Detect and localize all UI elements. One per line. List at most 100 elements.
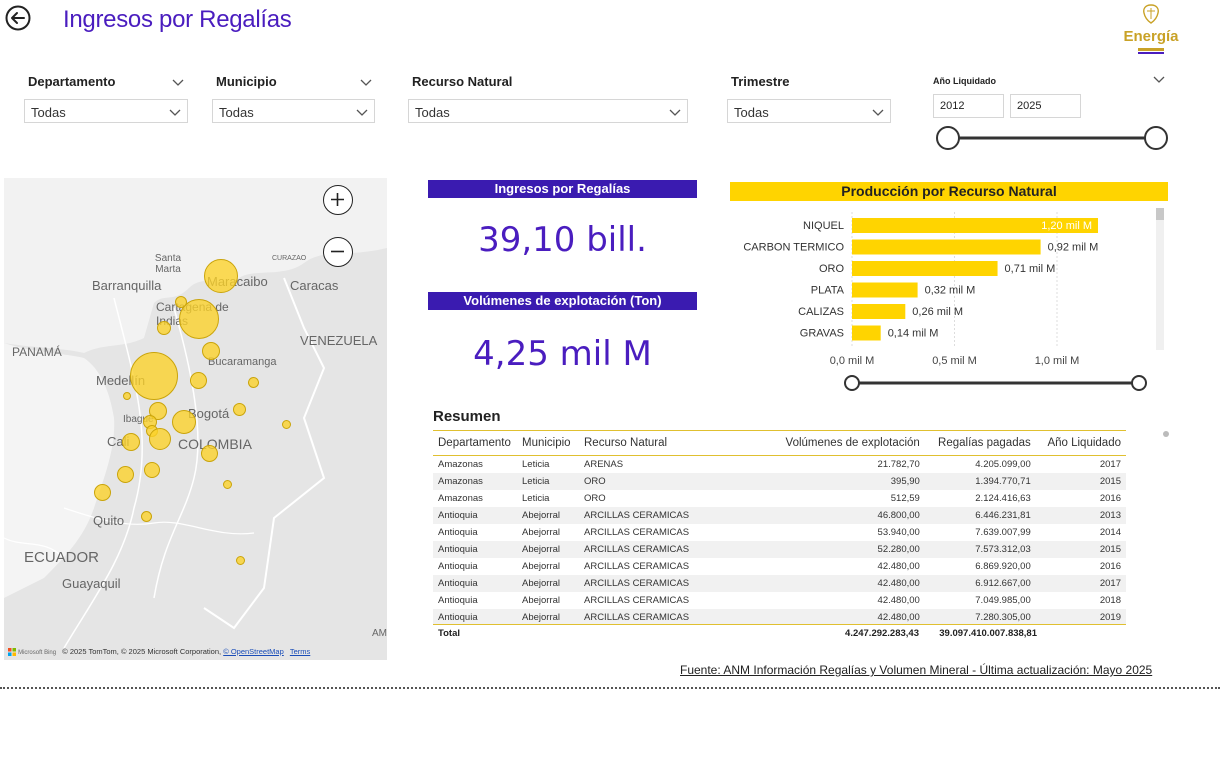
map-bubble[interactable] xyxy=(149,428,171,450)
year-range-slider[interactable] xyxy=(934,124,1170,152)
chart-bar[interactable] xyxy=(852,239,1041,255)
map-bubble[interactable] xyxy=(144,462,160,478)
column-header[interactable]: Volúmenes de explotación xyxy=(769,431,925,456)
slider-handle-from[interactable] xyxy=(936,126,960,150)
map-bubble[interactable] xyxy=(282,420,291,429)
trimestre-dropdown[interactable]: Todas xyxy=(727,99,891,123)
chart-bar[interactable] xyxy=(852,304,906,319)
chart-category-label: CARBON TERMICO xyxy=(743,242,844,254)
map-bubble[interactable] xyxy=(202,342,220,360)
chart-scrollbar[interactable] xyxy=(1156,208,1164,350)
osm-link[interactable]: © OpenStreetMap xyxy=(223,646,284,656)
table-row[interactable]: Amazonas Leticia ORO 512,59 2.124.416,63 2016 xyxy=(433,490,1126,507)
municipio-dropdown[interactable]: Todas xyxy=(212,99,375,123)
map-bubble[interactable] xyxy=(204,259,238,293)
chart-bar[interactable] xyxy=(852,325,881,341)
chart-value-label: 0,26 mil M xyxy=(912,306,963,318)
map-bubble[interactable] xyxy=(233,403,246,416)
map-bubble[interactable] xyxy=(117,466,134,483)
departamento-label: Departamento xyxy=(28,74,116,89)
slider-handle-to[interactable] xyxy=(1144,126,1168,150)
chart-slider-handle-to[interactable] xyxy=(1131,375,1147,391)
map-label: ECUADOR xyxy=(24,549,100,566)
chart-category-label: GRAVAS xyxy=(800,328,844,340)
chart-scrollbar-thumb[interactable] xyxy=(1156,208,1164,220)
table-row[interactable]: Antioquia Abejorral ARCILLAS CERAMICAS 53.9… xyxy=(433,524,1126,541)
table-cell: Leticia xyxy=(522,459,550,470)
map-label: COLOMBIA xyxy=(178,436,252,452)
resumen-table[interactable]: Departamento Municipio Recurso Natural V… xyxy=(433,430,1126,641)
departamento-dropdown[interactable]: Todas xyxy=(24,99,188,123)
terms-link[interactable]: Terms xyxy=(289,646,311,656)
table-cell: Abejorral xyxy=(522,595,561,606)
table-header-row: Departamento Municipio Recurso Natural V… xyxy=(433,431,1126,456)
map-bubble[interactable] xyxy=(236,556,245,565)
map-bubble[interactable] xyxy=(172,410,196,434)
table-cell: 42.480,00 xyxy=(877,561,920,572)
map-bubble[interactable] xyxy=(141,511,152,522)
column-header[interactable]: Año Liquidado xyxy=(1035,431,1126,456)
table-cell: 2017 xyxy=(1099,459,1121,470)
total-regalias: 39.097.410.007.838,81 xyxy=(939,628,1037,639)
table-row[interactable]: Amazonas Leticia ARENAS 21.782,70 4.205.099,… xyxy=(433,456,1126,474)
chart-bar[interactable] xyxy=(852,282,918,298)
brand-logo: Energía xyxy=(1116,4,1186,60)
table-cell: 7.639.007,99 xyxy=(975,527,1031,538)
kpi-volumenes-value: 4,25 mil M xyxy=(473,334,652,374)
table-cell: ORO xyxy=(579,473,769,490)
map-bubble[interactable] xyxy=(123,392,131,400)
map-bubble[interactable] xyxy=(175,296,187,308)
table-cell: ARCILLAS CERAMICAS xyxy=(579,575,769,592)
coat-of-arms-icon xyxy=(1143,4,1159,24)
column-header[interactable]: Departamento xyxy=(433,431,517,456)
column-header[interactable]: Regalías pagadas xyxy=(924,431,1036,456)
map-bubble[interactable] xyxy=(223,480,232,489)
table-cell: ARCILLAS CERAMICAS xyxy=(579,541,769,558)
map[interactable]: Santa Marta CURAZAO Barranquilla Maracai… xyxy=(4,178,387,660)
table-cell: ARCILLAS CERAMICAS xyxy=(579,507,769,524)
column-header[interactable]: Recurso Natural xyxy=(579,431,769,456)
table-row[interactable]: Antioquia Abejorral ARCILLAS CERAMICAS 42.4… xyxy=(433,609,1126,626)
chart-slider-handle-from[interactable] xyxy=(844,375,860,391)
zoom-in-button[interactable] xyxy=(323,185,353,215)
recurso-dropdown[interactable]: Todas xyxy=(408,99,688,123)
chevron-down-icon[interactable] xyxy=(1153,73,1165,85)
source-note[interactable]: Fuente: ANM Información Regalías y Volum… xyxy=(680,663,1153,677)
table-cell: 7.049.985,00 xyxy=(975,595,1031,606)
chevron-down-icon xyxy=(356,109,368,116)
table-cell: 7.280.305,00 xyxy=(924,609,1036,626)
chart-bar[interactable] xyxy=(852,218,1098,233)
map-bubble[interactable] xyxy=(157,321,171,335)
map-bubble[interactable] xyxy=(122,433,140,451)
chevron-down-icon[interactable] xyxy=(360,76,372,88)
chart-tick-label: 1,0 mil M xyxy=(1035,355,1080,367)
table-cell: 2016 xyxy=(1099,493,1121,504)
year-to-input[interactable]: 2025 xyxy=(1010,94,1081,118)
chevron-down-icon[interactable] xyxy=(172,76,184,88)
column-header[interactable]: Municipio xyxy=(517,431,579,456)
back-arrow-icon[interactable] xyxy=(5,5,31,31)
total-label: Total xyxy=(438,628,460,639)
map-bubble[interactable] xyxy=(201,445,218,462)
table-row[interactable]: Antioquia Abejorral ARCILLAS CERAMICAS 42.4… xyxy=(433,575,1126,592)
table-row[interactable]: Amazonas Leticia ORO 395,90 1.394.770,71 2015 xyxy=(433,473,1126,490)
table-row[interactable]: Antioquia Abejorral ARCILLAS CERAMICAS 42.4… xyxy=(433,592,1126,609)
chart-tick-label: 0,0 mil M xyxy=(830,355,875,367)
zoom-out-button[interactable] xyxy=(323,237,353,267)
map-bubble[interactable] xyxy=(130,352,178,400)
table-row[interactable]: Antioquia Abejorral ARCILLAS CERAMICAS 52.2… xyxy=(433,541,1126,558)
table-cell: Antioquia xyxy=(438,595,478,606)
table-row[interactable]: Antioquia Abejorral ARCILLAS CERAMICAS 42.4… xyxy=(433,558,1126,575)
map-bubble[interactable] xyxy=(248,377,259,388)
year-from-input[interactable]: 2012 xyxy=(933,94,1004,118)
map-bubble[interactable] xyxy=(190,372,207,389)
table-cell: 42.480,00 xyxy=(769,609,925,626)
map-label: Guayaquil xyxy=(62,576,121,591)
table-row[interactable]: Antioquia Abejorral ARCILLAS CERAMICAS 46.8… xyxy=(433,507,1126,524)
map-label: Ibagué xyxy=(123,414,154,425)
map-bubble[interactable] xyxy=(94,484,111,501)
table-scroll-indicator[interactable] xyxy=(1163,431,1169,437)
table-cell: 46.800,00 xyxy=(769,507,925,524)
chart-bar[interactable] xyxy=(852,261,998,276)
table-cell: 52.280,00 xyxy=(769,541,925,558)
